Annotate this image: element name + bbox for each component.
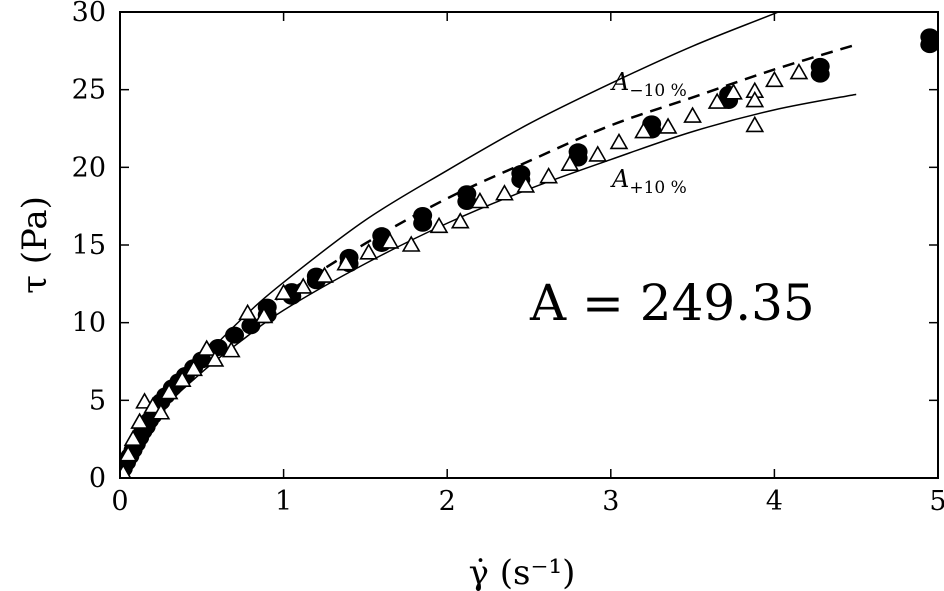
data-point-triangle — [238, 303, 257, 321]
data-point-triangle — [172, 370, 192, 387]
data-point-triangle — [634, 121, 653, 139]
data-point-triangle — [765, 70, 784, 88]
data-point-triangle — [197, 339, 217, 356]
x-tick-label: 1 — [275, 486, 292, 517]
x-axis-label: γ̇ (s⁻¹) — [469, 553, 576, 591]
data-point-triangle — [450, 212, 470, 229]
data-point-triangle — [429, 216, 449, 234]
fit-curves — [120, 12, 857, 478]
data-point-triangle — [123, 429, 143, 446]
data-point-triangle — [293, 277, 313, 294]
y-tick-label: 25 — [72, 75, 106, 106]
data-point-circle — [568, 143, 588, 161]
plot-frame — [119, 11, 939, 479]
data-point-triangle — [315, 266, 334, 283]
data-point-triangle — [151, 403, 171, 420]
data-point-circle — [920, 28, 938, 46]
data-point-triangle — [495, 184, 514, 201]
x-tick-label: 4 — [766, 486, 783, 517]
x-tick-label: 0 — [111, 486, 128, 517]
axis-ticks: 0 1 2 3 4 5 0 5 10 15 20 25 30 — [72, 0, 944, 517]
data-point-triangle — [707, 92, 727, 109]
data-point-triangle — [609, 132, 629, 150]
annotation-lower-base: A — [610, 165, 629, 193]
y-tick-label: 0 — [89, 463, 106, 494]
data-point-triangle — [221, 341, 241, 358]
annotation-upper-sub: −10 % — [629, 81, 686, 101]
data-point-circle — [810, 57, 830, 75]
data-point-triangle — [274, 283, 293, 300]
annotation-a-value: A = 249.35 — [529, 274, 815, 332]
data-point-triangle — [120, 445, 138, 462]
data-point-triangle — [184, 359, 203, 377]
data-points — [120, 28, 938, 478]
x-tick-label: 3 — [602, 486, 619, 517]
data-point-circle — [413, 206, 433, 224]
y-tick-label: 30 — [72, 0, 106, 28]
data-point-circle — [225, 326, 245, 344]
data-point-triangle — [588, 145, 608, 162]
data-point-triangle — [380, 232, 400, 249]
data-point-triangle — [724, 83, 743, 100]
data-point-triangle — [401, 235, 421, 252]
annotation-upper-curve: A−10 % — [610, 68, 687, 101]
data-point-triangle — [336, 254, 356, 271]
data-point-triangle — [539, 167, 559, 184]
y-tick-label: 10 — [72, 308, 106, 339]
data-point-triangle — [745, 115, 765, 133]
y-tick-label: 15 — [72, 230, 106, 261]
x-tick-label: 2 — [439, 486, 456, 517]
data-point-triangle — [683, 106, 702, 123]
data-point-triangle — [205, 350, 225, 367]
data-point-triangle — [120, 463, 132, 478]
data-point-triangle — [130, 412, 150, 429]
x-tick-label: 5 — [929, 486, 944, 517]
y-tick-label: 20 — [72, 152, 106, 183]
data-point-triangle — [745, 90, 765, 108]
annotation-lower-sub: +10 % — [629, 178, 686, 198]
data-point-triangle — [159, 382, 179, 400]
data-point-triangle — [560, 154, 580, 172]
bound-curve-3 — [120, 12, 781, 478]
y-axis-label: τ (Pa) — [15, 196, 55, 294]
data-point-triangle — [516, 176, 536, 193]
data-point-triangle — [254, 306, 274, 324]
annotation-lower-curve: A+10 % — [610, 165, 687, 198]
annotation-upper-base: A — [610, 68, 629, 96]
data-point-triangle — [470, 191, 490, 209]
data-point-triangle — [143, 396, 163, 414]
data-point-circle — [457, 185, 477, 203]
fit-curve-dashed-2 — [120, 43, 857, 478]
y-tick-label: 5 — [89, 385, 106, 416]
data-point-triangle — [359, 243, 379, 260]
data-point-triangle — [658, 117, 678, 134]
data-point-triangle — [789, 62, 809, 80]
